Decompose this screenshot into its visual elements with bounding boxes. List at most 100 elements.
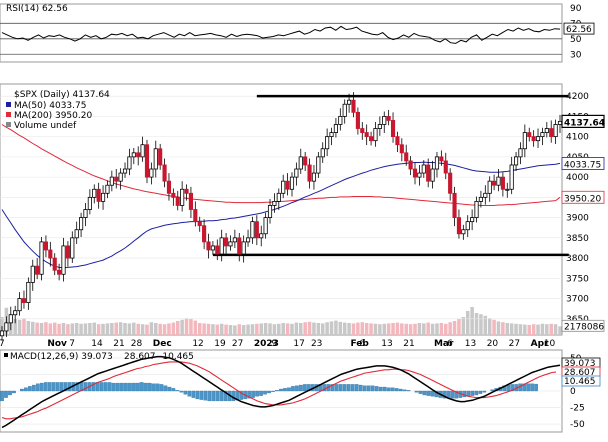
x-axis-label: 12 <box>192 339 203 349</box>
candle-body <box>342 103 347 117</box>
macd-histogram-bar <box>0 390 4 402</box>
candle-body <box>527 132 532 138</box>
macd-histogram-bar <box>402 389 407 392</box>
candle-body <box>452 192 457 218</box>
volume-bar <box>79 323 83 335</box>
macd-histogram-bar <box>32 384 36 392</box>
macd-histogram-bar <box>422 390 427 396</box>
macd-histogram-bar <box>8 390 12 396</box>
volume-bar <box>400 323 404 335</box>
macd-legend-entry: 28.607 <box>124 352 156 362</box>
macd-histogram-bar <box>338 384 343 392</box>
candle-body <box>92 188 97 198</box>
macd-histogram-bar <box>450 390 455 399</box>
macd-histogram-bar <box>59 382 64 392</box>
price-value-tag-label: 4137.64 <box>564 118 605 128</box>
candle-body <box>109 176 114 186</box>
volume-bar <box>44 322 48 335</box>
macd-histogram-bar <box>263 390 267 395</box>
macd-histogram-bar <box>510 384 514 392</box>
volume-bar <box>465 311 470 335</box>
candle-body <box>232 237 237 243</box>
volume-bar <box>360 322 365 335</box>
volume-bar <box>162 324 167 335</box>
x-axis-label: 17 <box>293 339 304 349</box>
candle-body <box>250 221 255 239</box>
candle-body <box>83 209 88 218</box>
candle-body <box>544 128 549 133</box>
volume-bar <box>294 322 299 335</box>
volume-bar <box>395 322 400 335</box>
candle-body <box>74 229 79 239</box>
candle-body <box>316 156 321 174</box>
volume-bar <box>118 322 123 335</box>
volume-bar <box>338 321 343 335</box>
volume-bar <box>312 322 316 335</box>
volume-bar <box>30 321 35 335</box>
volume-bar <box>167 323 171 335</box>
macd-histogram-bar <box>135 382 140 392</box>
panel-frame <box>0 83 563 336</box>
volume-bar <box>61 323 66 335</box>
macd-histogram-bar <box>207 390 212 402</box>
candle-body <box>390 120 396 138</box>
x-axis-label: 27 <box>509 339 520 349</box>
macd-histogram-bar <box>111 382 116 392</box>
x-axis-label: 7 <box>69 339 75 349</box>
macd-histogram-bar <box>299 384 303 392</box>
x-axis-label: 28 <box>131 339 143 349</box>
macd-value-tag <box>561 375 601 387</box>
candle-body <box>118 172 123 182</box>
candle-body <box>237 237 242 255</box>
volume-bar <box>268 323 272 335</box>
candle-body <box>149 168 154 178</box>
candle-body <box>219 237 224 255</box>
macd-histogram-bar <box>414 390 419 393</box>
macd-histogram-bar <box>123 382 128 392</box>
macd-histogram-bar <box>223 390 228 402</box>
volume-bar <box>219 323 224 335</box>
candle-body <box>505 188 510 191</box>
candle-body <box>426 164 431 182</box>
candle-body <box>254 221 259 239</box>
rsi-tick-label: 90 <box>570 4 582 14</box>
candle-body <box>144 144 150 178</box>
volume-bar <box>290 323 294 335</box>
volume-bar <box>241 325 246 335</box>
macd-histogram-bar <box>334 384 339 392</box>
candle-body <box>329 132 334 138</box>
candle-body <box>0 330 5 337</box>
volume-bar <box>404 323 408 335</box>
candle-body <box>338 115 343 125</box>
candle-body <box>364 132 369 138</box>
macd-histogram-bar <box>251 390 255 398</box>
macd-histogram-bar <box>139 382 144 392</box>
candle-body <box>21 298 27 304</box>
macd-histogram-bar <box>474 390 479 396</box>
price-value-tag <box>561 114 605 128</box>
price-value-tag-label: 4033.75 <box>564 160 601 170</box>
candle-body <box>184 188 189 194</box>
macd-histogram-bar <box>191 390 196 398</box>
x-axis-label: 21 <box>403 339 414 349</box>
candle-body <box>439 156 444 162</box>
macd-histogram-bar <box>175 390 180 392</box>
candle-body <box>166 180 172 194</box>
x-axis-label: 13 <box>381 339 392 349</box>
macd-value-tag-label: 39.073 <box>564 359 596 369</box>
volume-bar <box>250 324 255 335</box>
volume-bar <box>527 325 532 335</box>
macd-histogram-bar <box>490 389 495 392</box>
candle-body <box>127 156 132 170</box>
volume-bar <box>224 324 228 335</box>
volume-bar <box>215 324 220 335</box>
candle-body <box>175 196 180 206</box>
candle-body <box>325 136 330 150</box>
macd-histogram-bar <box>187 390 192 397</box>
candle-body <box>408 160 413 170</box>
volume-bar <box>92 322 97 335</box>
volume-value-tag-label: 2178086 <box>564 322 604 332</box>
macd-histogram-bar <box>275 390 279 392</box>
price-tick-label: 3800 <box>566 254 589 264</box>
